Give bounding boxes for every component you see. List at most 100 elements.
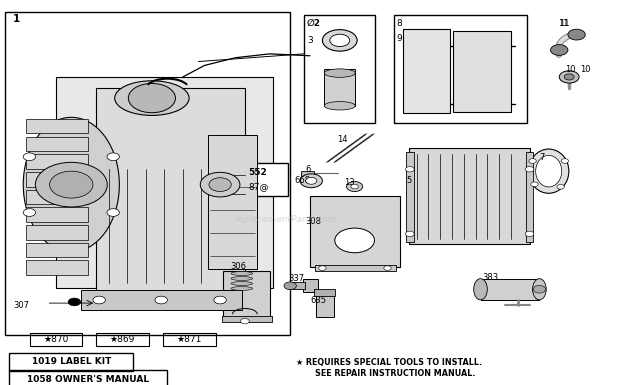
Bar bbox=[290, 282, 305, 289]
Bar bbox=[9, 353, 133, 371]
Circle shape bbox=[23, 153, 35, 161]
Ellipse shape bbox=[533, 279, 546, 300]
Text: ★870: ★870 bbox=[43, 335, 69, 344]
Text: 13: 13 bbox=[344, 178, 355, 187]
Bar bbox=[453, 31, 511, 112]
Bar bbox=[26, 190, 88, 204]
Circle shape bbox=[347, 182, 363, 192]
Circle shape bbox=[564, 74, 574, 80]
Text: 10: 10 bbox=[565, 65, 575, 74]
Circle shape bbox=[241, 318, 249, 324]
Bar bbox=[26, 172, 88, 187]
Bar bbox=[26, 208, 88, 222]
Text: 306: 306 bbox=[231, 262, 247, 271]
Circle shape bbox=[351, 184, 358, 189]
Circle shape bbox=[405, 167, 414, 172]
Bar bbox=[30, 333, 82, 346]
Bar bbox=[406, 152, 414, 242]
Ellipse shape bbox=[324, 69, 355, 77]
Text: 3: 3 bbox=[307, 36, 312, 45]
Text: 635: 635 bbox=[310, 296, 326, 305]
Text: 383: 383 bbox=[482, 273, 498, 282]
Bar bbox=[5, 12, 290, 335]
Circle shape bbox=[155, 296, 167, 304]
Bar bbox=[96, 89, 245, 300]
Circle shape bbox=[533, 285, 546, 293]
Bar bbox=[394, 15, 527, 123]
Bar bbox=[208, 135, 257, 269]
Circle shape bbox=[23, 209, 35, 216]
Circle shape bbox=[93, 296, 105, 304]
Circle shape bbox=[557, 184, 564, 189]
Text: 1058 OWNER'S MANUAL: 1058 OWNER'S MANUAL bbox=[27, 375, 149, 384]
Text: 11: 11 bbox=[559, 18, 569, 28]
Text: 5: 5 bbox=[406, 176, 411, 185]
Bar bbox=[26, 260, 88, 275]
Circle shape bbox=[322, 30, 357, 51]
Circle shape bbox=[128, 84, 175, 113]
Circle shape bbox=[107, 153, 120, 161]
Ellipse shape bbox=[231, 271, 253, 275]
Circle shape bbox=[335, 228, 374, 253]
Circle shape bbox=[300, 174, 322, 188]
Text: 87@: 87@ bbox=[248, 182, 268, 191]
Bar bbox=[310, 196, 400, 267]
Bar bbox=[9, 370, 167, 385]
Text: replacementParts.com: replacementParts.com bbox=[234, 215, 336, 224]
Bar bbox=[245, 164, 288, 196]
Circle shape bbox=[568, 29, 585, 40]
Circle shape bbox=[200, 172, 240, 197]
Circle shape bbox=[107, 209, 120, 216]
Circle shape bbox=[384, 266, 391, 270]
Circle shape bbox=[214, 296, 226, 304]
Ellipse shape bbox=[24, 117, 120, 252]
Circle shape bbox=[525, 231, 534, 236]
Text: 7: 7 bbox=[539, 153, 545, 162]
Text: 668: 668 bbox=[294, 176, 310, 185]
Bar bbox=[26, 154, 88, 169]
Circle shape bbox=[525, 167, 534, 172]
Ellipse shape bbox=[231, 286, 253, 290]
Bar bbox=[301, 171, 314, 176]
Text: 337: 337 bbox=[288, 275, 304, 283]
Bar bbox=[316, 295, 334, 317]
Text: SEE REPAIR INSTRUCTION MANUAL.: SEE REPAIR INSTRUCTION MANUAL. bbox=[315, 368, 476, 378]
Circle shape bbox=[209, 178, 231, 192]
Bar bbox=[409, 148, 530, 244]
Circle shape bbox=[551, 45, 568, 55]
Bar bbox=[26, 137, 88, 151]
Bar bbox=[163, 333, 216, 346]
Bar bbox=[303, 279, 318, 292]
Circle shape bbox=[35, 162, 107, 207]
Circle shape bbox=[561, 159, 569, 163]
Circle shape bbox=[306, 177, 317, 184]
Ellipse shape bbox=[536, 156, 562, 187]
Text: ★ REQUIRES SPECIAL TOOLS TO INSTALL.: ★ REQUIRES SPECIAL TOOLS TO INSTALL. bbox=[296, 358, 482, 367]
Ellipse shape bbox=[529, 149, 569, 193]
Text: 307: 307 bbox=[14, 301, 30, 310]
Circle shape bbox=[50, 171, 93, 198]
Text: 1: 1 bbox=[12, 14, 20, 24]
Bar bbox=[56, 77, 273, 288]
Text: 552: 552 bbox=[248, 168, 267, 177]
Text: ∅2: ∅2 bbox=[307, 19, 321, 28]
Text: ★871: ★871 bbox=[177, 335, 202, 344]
Bar bbox=[314, 289, 335, 296]
Bar bbox=[304, 15, 375, 123]
Text: 9: 9 bbox=[397, 34, 402, 43]
Circle shape bbox=[529, 159, 536, 163]
Text: 1019 LABEL KIT: 1019 LABEL KIT bbox=[32, 357, 111, 367]
Ellipse shape bbox=[231, 281, 253, 285]
Bar bbox=[403, 29, 450, 114]
Text: 308: 308 bbox=[305, 217, 321, 226]
Bar bbox=[81, 290, 242, 310]
Text: 6: 6 bbox=[305, 165, 311, 174]
Bar bbox=[26, 225, 88, 239]
Ellipse shape bbox=[474, 279, 487, 300]
Circle shape bbox=[319, 266, 326, 270]
Circle shape bbox=[330, 34, 350, 47]
Bar bbox=[480, 279, 539, 300]
Bar bbox=[222, 316, 272, 322]
Bar bbox=[26, 119, 88, 134]
Circle shape bbox=[559, 71, 579, 83]
